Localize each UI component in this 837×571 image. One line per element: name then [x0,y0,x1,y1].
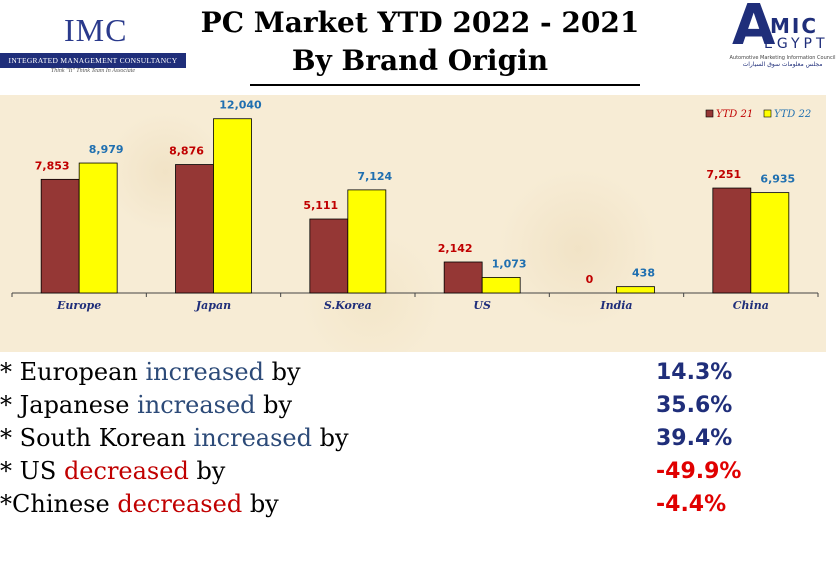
data-label: 5,111 [303,199,338,212]
stat-verb: increased [137,391,256,419]
data-label: 0 [586,273,594,286]
stat-verb: increased [145,358,264,386]
stat-label: * US decreased by [0,455,225,488]
bar-ytd-21-japan [175,164,214,294]
amic-logo-egypt: EGYPT [764,36,829,52]
amic-logo-letter: A [732,0,776,58]
stat-subject: European [19,358,146,386]
imc-logo-text: IMC [64,12,128,48]
data-label: 7,853 [35,159,70,172]
bar-ytd-21-skorea [309,218,349,294]
legend-label: YTD 21 [716,109,753,120]
data-label: 7,251 [706,168,741,181]
x-tick-label: Japan [194,299,231,312]
bar-ytd-21-europe [40,178,80,294]
bar-ytd-22-japan [213,118,252,294]
stat-subject: US [19,457,64,485]
bar-ytd-21-us [443,261,483,294]
stat-row-us: * US decreased by -49.9% [0,455,837,488]
x-tick-label: S.Korea [324,299,372,312]
imc-tagline: Think "It" Think Team In Associate [50,68,136,74]
stat-prefix: * [0,490,12,518]
amic-logo-mic: MIC [770,14,819,38]
data-label: 8,876 [169,145,204,158]
title-underline [250,84,640,86]
x-tick-label: India [599,299,632,312]
x-tick-label: US [473,299,491,312]
chart-area: 7,853 8,979 Europe 8,876 12,040 Japan 5,111 7,1… [0,95,826,352]
stat-subject: Japanese [19,391,138,419]
amic-logo: A MIC EGYPT Automotive Marketing Informa… [728,0,837,72]
stat-subject: South Korean [19,424,194,452]
amic-logo-subtitle: Automotive Marketing Information Council [729,55,836,61]
stat-suffix: by [311,424,349,452]
bar-ytd-22-skorea [347,189,387,294]
legend-swatch [763,109,772,118]
stat-label: * European increased by [0,356,301,389]
legend-label: YTD 22 [774,109,811,120]
stat-suffix: by [263,358,301,386]
data-label: 12,040 [219,99,262,112]
title-line-2: By Brand Origin [291,44,549,77]
legend-swatch [705,109,714,118]
imc-full-name: INTEGRATED MANAGEMENT CONSULTANCY [0,53,186,68]
stat-prefix: * [0,457,20,485]
stat-verb: decreased [63,457,189,485]
stat-value: 14.3% [656,360,733,385]
imc-logo: IMC INTEGRATED MANAGEMENT CONSULTANCY Th… [0,8,188,74]
title-line-1: PC Market YTD 2022 - 2021 [200,6,640,39]
stat-row-japan: * Japanese increased by 35.6% [0,389,837,422]
page-title: PC Market YTD 2022 - 2021 By Brand Origi… [190,4,650,80]
stat-suffix: by [242,490,279,518]
stat-label: * Japanese increased by [0,389,292,422]
stat-suffix: by [255,391,293,419]
data-label: 1,073 [492,257,527,270]
data-label: 7,124 [357,170,392,183]
stat-verb: increased [193,424,312,452]
stat-value: 39.4% [656,426,733,451]
stat-row-europe: * European increased by 14.3% [0,356,837,389]
header: IMC INTEGRATED MANAGEMENT CONSULTANCY Th… [0,0,837,90]
stat-prefix: * [0,391,20,419]
stat-row-china: *Chinese decreased by -4.4% [0,488,837,521]
stat-verb: decreased [117,490,243,518]
x-tick-label: Europe [56,299,101,312]
data-label: 2,142 [438,242,473,255]
bar-ytd-22-us [481,277,521,294]
stat-value: -4.4% [656,492,727,517]
bar-ytd-21-china [712,187,752,294]
stat-prefix: * [0,424,20,452]
bar-chart: 7,853 8,979 Europe 8,876 12,040 Japan 5,111 7,1… [11,99,819,312]
x-tick-label: China [733,299,769,312]
bar-ytd-22-china [750,192,790,294]
stat-prefix: * [0,358,20,386]
data-label: 8,979 [89,143,124,156]
stat-label: * South Korean increased by [0,422,349,455]
amic-logo-arabic: مجلس معلومات سوق السيارات [742,61,823,68]
stat-value: 35.6% [656,393,733,418]
stat-row-south-korea: * South Korean increased by 39.4% [0,422,837,455]
data-label: 6,935 [760,173,795,186]
bar-ytd-22-europe [78,162,118,294]
stat-label: *Chinese decreased by [0,488,279,521]
stat-suffix: by [188,457,226,485]
bar-ytd-22-india [616,286,655,294]
data-label: 438 [632,267,655,280]
stat-value: -49.9% [656,459,742,484]
stat-subject: Chinese [12,490,118,518]
